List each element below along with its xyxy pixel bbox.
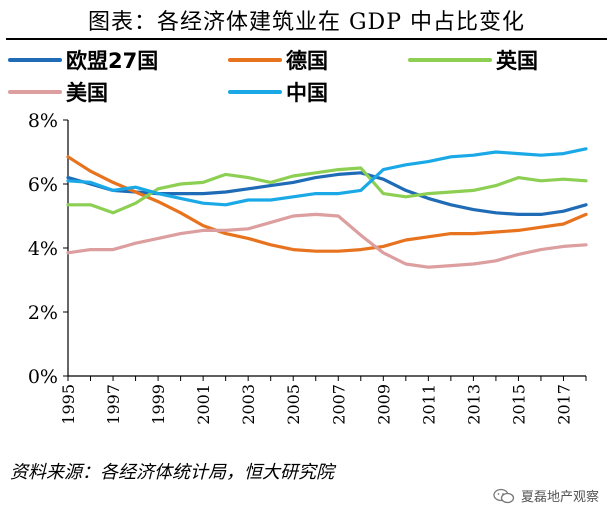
series-line-3 [66, 212, 588, 269]
legend-label-germany: 德国 [286, 49, 328, 73]
legend-item-usa: 美国 [8, 78, 108, 106]
title-underline [6, 38, 607, 40]
watermark-text: 夏磊地产观察 [520, 490, 599, 505]
legend-label-eu27: 欧盟27国 [66, 49, 159, 73]
x-tick-label: 2005 [284, 384, 303, 425]
x-tick-label: 2001 [194, 384, 213, 425]
y-tick-label: 2% [28, 302, 58, 324]
wechat-icon [493, 488, 515, 503]
legend-item-eu27: 欧盟27国 [8, 46, 158, 74]
series-line-4 [66, 147, 588, 207]
legend-swatch-eu27 [8, 58, 62, 62]
x-tick-label: 2003 [239, 384, 258, 425]
watermark: 夏磊地产观察 [493, 486, 599, 505]
series-line-1 [66, 155, 588, 253]
chart-title: 图表：各经济体建筑业在 GDP 中占比变化 [87, 10, 525, 35]
legend-swatch-china [228, 90, 282, 94]
legend-swatch-germany [228, 58, 282, 62]
y-tick-label: 8% [28, 110, 58, 132]
x-tick-label: 2009 [374, 384, 393, 425]
legend-swatch-uk [408, 58, 492, 62]
y-tick-label: 6% [28, 174, 58, 196]
x-tick-label: 2015 [509, 384, 528, 425]
x-tick-label: 2011 [419, 384, 438, 425]
x-tick-label: 2017 [554, 384, 573, 425]
chart-legend: 欧盟27国 德国 英国 美国 中国 [0, 44, 613, 114]
legend-label-china: 中国 [286, 81, 328, 105]
x-tick-label: 1995 [59, 384, 78, 425]
x-tick-label: 2007 [329, 384, 348, 425]
legend-item-germany: 德国 [228, 46, 328, 74]
x-tick-label: 1999 [149, 384, 168, 425]
legend-swatch-usa [8, 90, 62, 94]
legend-label-usa: 美国 [66, 81, 108, 105]
y-tick-label: 4% [28, 238, 58, 260]
y-tick-label: 0% [28, 366, 58, 388]
legend-item-china: 中国 [228, 78, 328, 106]
source-note: 资料来源：各经济体统计局，恒大研究院 [10, 462, 334, 483]
x-tick-label: 2013 [464, 384, 483, 425]
legend-item-uk: 英国 [408, 46, 538, 74]
legend-label-uk: 英国 [496, 49, 538, 73]
x-tick-label: 1997 [104, 384, 123, 425]
